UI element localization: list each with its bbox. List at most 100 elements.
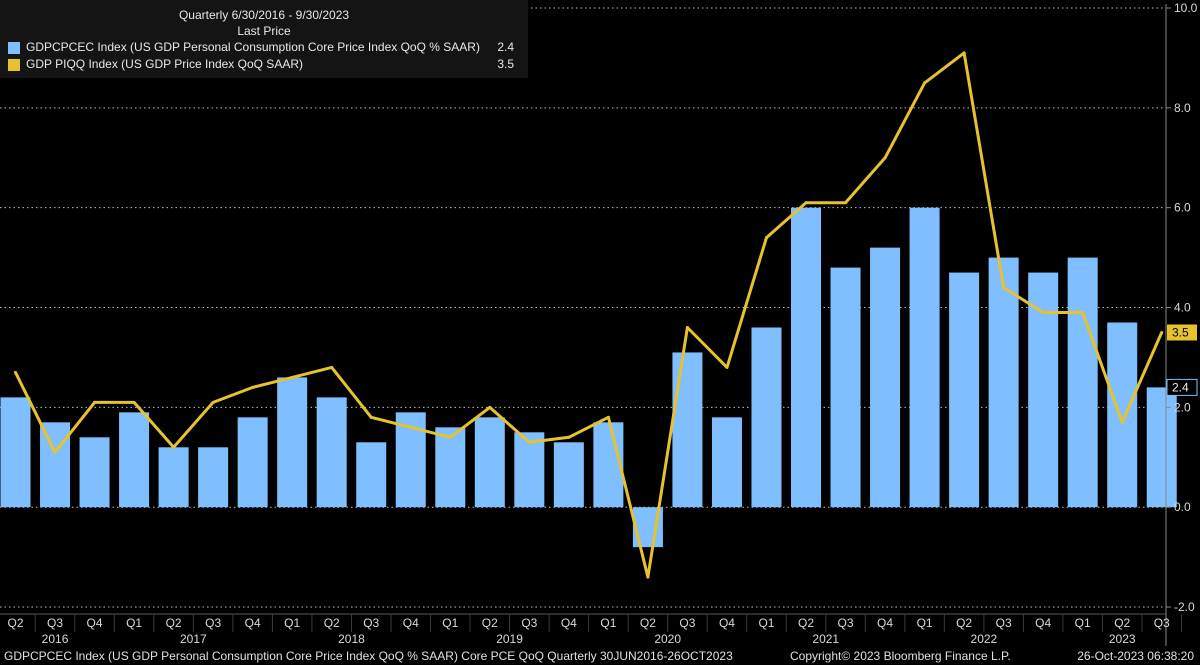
legend-item-value: 3.5 [497,57,514,71]
y-tick-label: 8.0 [1174,101,1191,115]
x-tick-label: Q4 [403,616,419,630]
x-tick-label: Q2 [482,616,498,630]
legend-item-label: GDP PIQQ Index (US GDP Price Index QoQ S… [26,57,303,71]
line-point [804,201,808,205]
line-point [725,365,729,369]
x-tick-label: Q2 [640,616,656,630]
x-tick-label: Q1 [1075,616,1091,630]
bar [593,422,624,508]
y-tick-label: 6.0 [1174,201,1191,215]
bar [988,257,1019,508]
bar [672,352,703,508]
x-tick-label: Q1 [600,616,616,630]
bar [198,447,229,508]
line-point [330,365,334,369]
bar [1107,322,1138,508]
legend-item-value: 2.4 [497,40,514,54]
line-point [527,440,531,444]
bar [909,207,940,508]
bar [949,272,980,508]
line-point [211,400,215,404]
y-tick-label: 10.0 [1174,1,1198,15]
x-tick-label: Q3 [363,616,379,630]
bar [277,377,308,508]
x-year-label: 2018 [338,632,365,646]
y-tick-label: 2.0 [1174,400,1191,414]
bar [751,327,782,508]
line-point [93,400,97,404]
x-tick-label: Q4 [1035,616,1051,630]
bar [316,397,347,508]
line-point [1160,330,1164,334]
x-year-label: 2022 [971,632,998,646]
last-value-label: 3.5 [1172,325,1189,339]
legend-item-core-pce: GDPCPCEC Index (US GDP Personal Consumpt… [8,40,520,56]
x-tick-label: Q2 [798,616,814,630]
x-tick-label: Q3 [679,616,695,630]
x-tick-label: Q4 [719,616,735,630]
line-point [172,445,176,449]
line-series [14,51,1164,579]
bar [79,437,110,508]
legend-title: Quarterly 6/30/2016 - 9/30/2023 [178,8,350,22]
legend-item-label: GDPCPCEC Index (US GDP Personal Consumpt… [26,40,480,54]
line-point [567,435,571,439]
line-point [764,236,768,240]
bar [0,397,31,508]
x-year-label: 2023 [1109,632,1136,646]
bar [1146,387,1177,508]
legend-swatch-line [8,59,20,71]
x-tick-label: Q2 [956,616,972,630]
bar [435,427,466,508]
x-tick-label: Q3 [47,616,63,630]
line-point [844,201,848,205]
footer-timestamp: 26-Oct-2023 06:38:20 [1077,649,1194,663]
line-path [14,51,1164,579]
bar [237,417,268,508]
bar [553,442,584,508]
bar [119,412,150,508]
line-point [883,156,887,160]
x-tick-label: Q2 [1114,616,1130,630]
line-point [132,400,136,404]
y-axis: -2.0 0.0 2.0 4.0 6.0 8.0 10.0 2.4 3.5 [1165,1,1198,646]
x-year-label: 2016 [42,632,69,646]
x-tick-label: Q3 [205,616,221,630]
last-value-label: 2.4 [1172,380,1189,394]
legend-swatch-bar [8,42,20,54]
line-point [1041,311,1045,315]
line-point [1081,311,1085,315]
line-point [409,425,413,429]
line-point [646,575,650,579]
footer-description: GDPCPCEC Index (US GDP Personal Consumpt… [4,649,733,663]
line-point [369,415,373,419]
legend-item-gdp-price: GDP PIQQ Index (US GDP Price Index QoQ S… [8,57,520,73]
bar [158,447,189,508]
bar [514,432,545,508]
line-point [962,51,966,55]
line-point [53,450,57,454]
bar [830,267,861,508]
line-point [606,415,610,419]
x-tick-label: Q4 [877,616,893,630]
x-year-label: 2021 [812,632,839,646]
line-point [488,405,492,409]
bar [40,422,71,508]
x-tick-label: Q2 [7,616,23,630]
x-tick-label: Q3 [1154,616,1170,630]
footer-bar: GDPCPCEC Index (US GDP Personal Consumpt… [0,647,1200,665]
x-tick-label: Q2 [324,616,340,630]
legend-subtitle: Last Price [237,24,291,38]
x-tick-label: Q3 [996,616,1012,630]
bar [791,207,822,508]
x-tick-label: Q3 [838,616,854,630]
line-point [685,325,689,329]
line-point [14,370,17,374]
line-point [448,435,452,439]
x-year-label: 2019 [496,632,523,646]
bar [1028,272,1059,508]
bar [1067,257,1098,508]
last-value-tag [1167,324,1197,341]
line-point [290,375,294,379]
